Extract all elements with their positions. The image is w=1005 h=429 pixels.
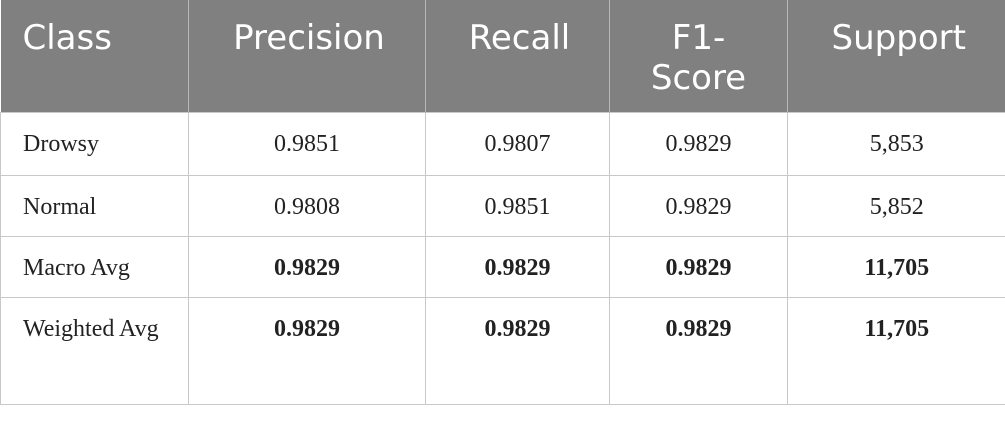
header-cell: Class <box>0 0 189 113</box>
cell: 11,705 <box>787 297 1005 405</box>
table-row: Weighted Avg 0.9829 0.9829 0.9829 11,705 <box>0 297 1005 405</box>
cell: 0.9829 <box>425 297 610 405</box>
table-row: Normal 0.9808 0.9851 0.9829 5,852 <box>0 175 1005 237</box>
header-cell: Precision <box>188 0 426 113</box>
table-row: Macro Avg 0.9829 0.9829 0.9829 11,705 <box>0 236 1005 298</box>
header-cell: F1-Score <box>609 0 788 113</box>
cell: 5,853 <box>787 112 1005 176</box>
cell: 0.9829 <box>188 236 426 298</box>
row-label: Macro Avg <box>0 236 189 298</box>
cell: 11,705 <box>787 236 1005 298</box>
cell: 0.9808 <box>188 175 426 237</box>
cell: 0.9851 <box>425 175 610 237</box>
row-label: Drowsy <box>0 112 189 176</box>
header-row: Class Precision Recall F1-Score Support <box>0 0 1005 113</box>
row-label: Normal <box>0 175 189 237</box>
metrics-table: Class Precision Recall F1-Score Support Drow… <box>0 0 1005 405</box>
table-body: Drowsy 0.9851 0.9807 0.9829 5,853 Normal 0.980… <box>0 112 1005 405</box>
table-row: Drowsy 0.9851 0.9807 0.9829 5,853 <box>0 112 1005 176</box>
cell: 0.9851 <box>188 112 426 176</box>
cell: 0.9829 <box>609 175 788 237</box>
header-cell: Support <box>787 0 1005 113</box>
cell: 0.9829 <box>609 112 788 176</box>
row-label: Weighted Avg <box>0 297 189 405</box>
header-cell: Recall <box>425 0 610 113</box>
cell: 0.9829 <box>425 236 610 298</box>
cell: 5,852 <box>787 175 1005 237</box>
cell: 0.9829 <box>609 236 788 298</box>
cell: 0.9829 <box>188 297 426 405</box>
cell: 0.9829 <box>609 297 788 405</box>
cell: 0.9807 <box>425 112 610 176</box>
